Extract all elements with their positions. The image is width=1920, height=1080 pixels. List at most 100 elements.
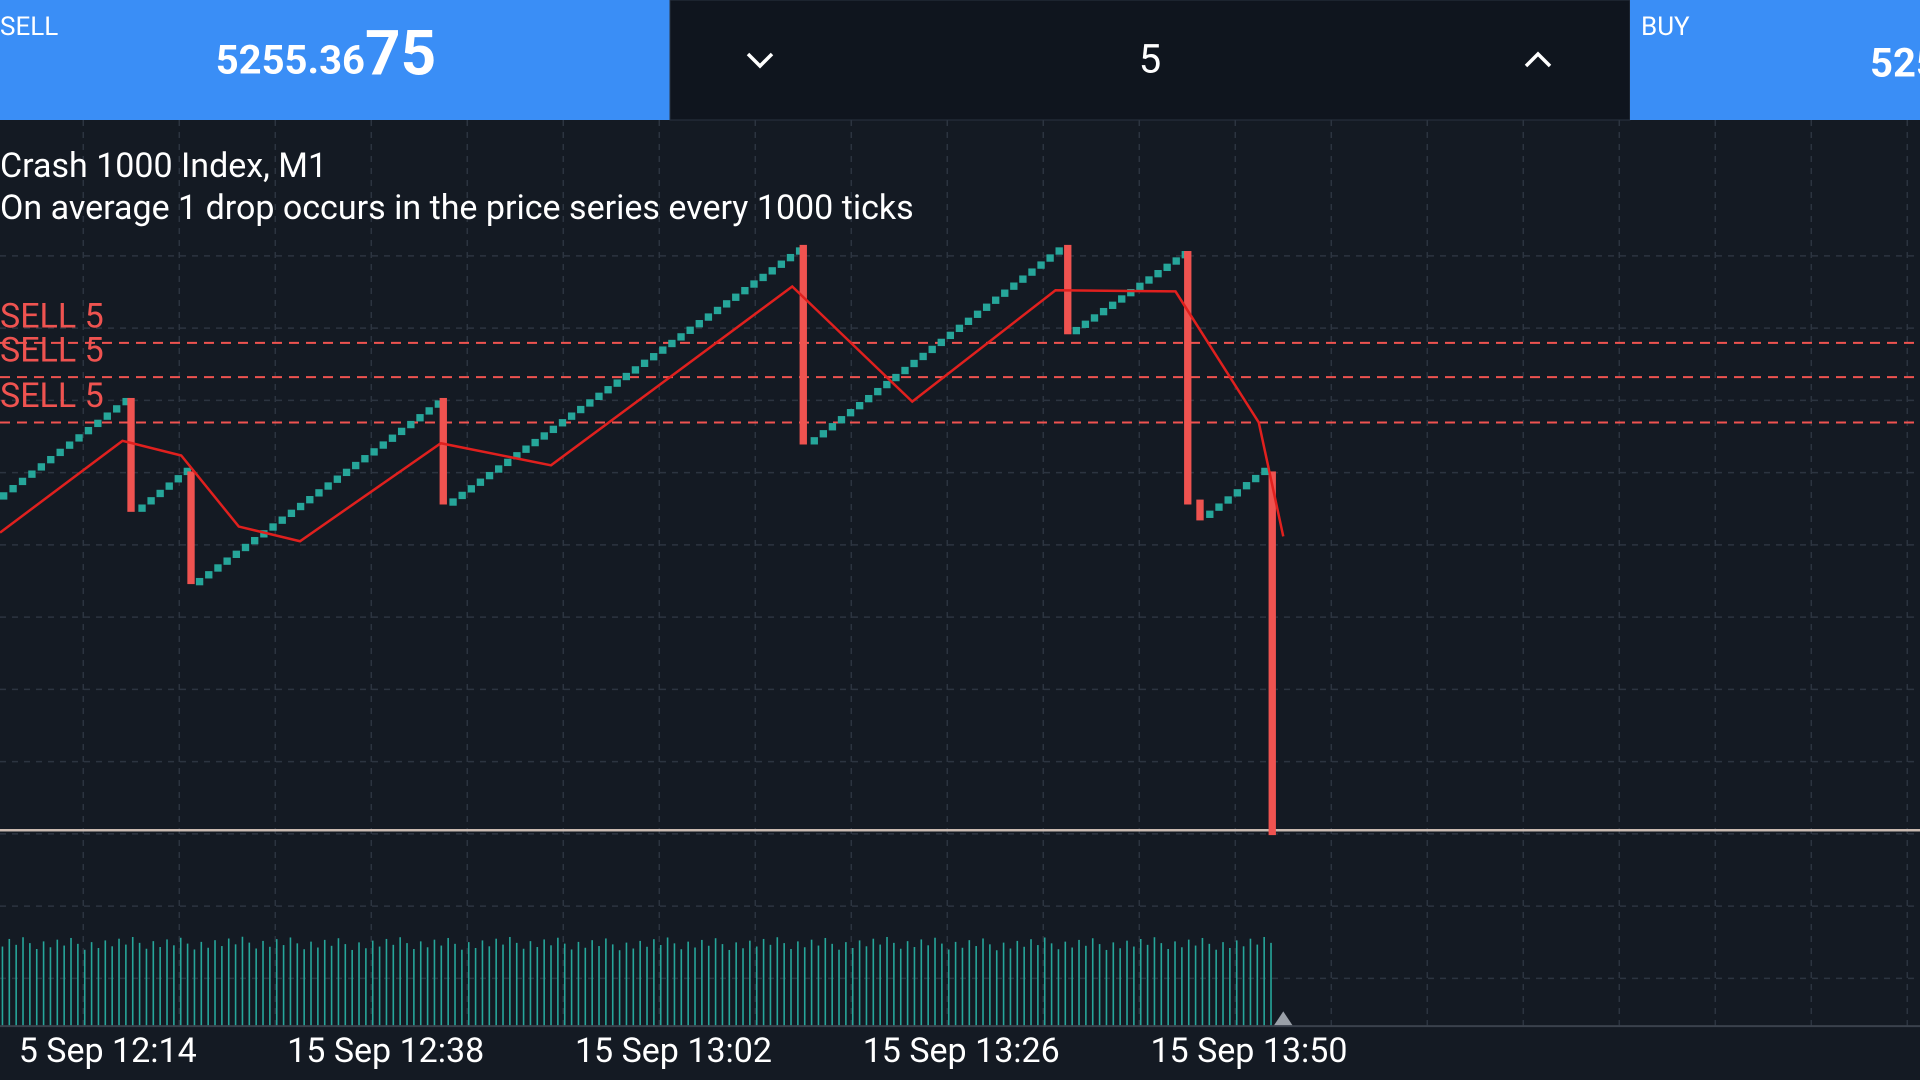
candle-up — [650, 353, 658, 361]
candle-up — [937, 338, 945, 347]
candle-up — [476, 478, 485, 486]
candle-up — [695, 320, 703, 328]
candle-up — [892, 373, 900, 382]
candle-up — [1206, 510, 1214, 518]
candle-up — [28, 470, 36, 478]
candle-up — [504, 458, 512, 467]
candle-up — [531, 438, 539, 447]
candle-up — [75, 434, 83, 442]
candle-up — [458, 491, 466, 500]
candle-up — [174, 475, 182, 483]
candle-up — [846, 409, 855, 417]
candle-up — [9, 484, 17, 493]
candle-up — [1154, 270, 1162, 278]
candle-up — [352, 461, 360, 470]
order-label: SELL 5 — [0, 296, 104, 336]
candle-up — [883, 380, 891, 389]
candle-down — [1184, 251, 1192, 505]
candle-down — [439, 397, 447, 505]
candle-up — [865, 394, 873, 403]
candle-up — [0, 492, 8, 500]
candle-up — [1037, 261, 1045, 269]
candle-up — [640, 359, 649, 367]
candle-up — [577, 405, 585, 414]
candle-up — [919, 352, 927, 361]
candle-up — [214, 564, 222, 572]
candle-up — [1233, 489, 1242, 497]
candle-up — [595, 392, 603, 401]
sell-button[interactable] — [0, 0, 670, 120]
candle-up — [964, 317, 973, 325]
candle-up — [540, 432, 548, 440]
grid — [0, 120, 1920, 1026]
candle-up — [1242, 482, 1251, 490]
candle-up — [449, 498, 457, 506]
candle-up — [47, 455, 55, 464]
candle-up — [467, 485, 475, 493]
candle-up — [388, 434, 397, 442]
current-marker — [1273, 1011, 1294, 1027]
candle-up — [768, 267, 776, 275]
candle-up — [732, 293, 740, 301]
candle-up — [741, 286, 749, 295]
candle-up — [1108, 301, 1117, 309]
candle-up — [56, 448, 64, 457]
candle-up — [604, 386, 612, 394]
candle-up — [287, 509, 296, 518]
candle-up — [232, 550, 240, 558]
sell-label: SELL — [0, 12, 58, 42]
candle-up — [122, 397, 130, 406]
candle-up — [668, 339, 676, 348]
candle-up — [750, 280, 758, 288]
time-label: 15 Sep 13:02 — [575, 1031, 772, 1071]
candle-down — [1196, 499, 1204, 521]
candle-up — [251, 536, 259, 545]
candle-up — [901, 366, 909, 375]
candle-up — [1001, 289, 1009, 297]
candle-up — [18, 477, 27, 486]
candle-up — [973, 310, 982, 318]
candle-up — [522, 445, 530, 453]
candle-up — [397, 427, 406, 436]
candle-up — [147, 497, 155, 505]
lot-value[interactable]: 5 — [1139, 36, 1161, 83]
candle-up — [37, 463, 46, 471]
candle-up — [342, 468, 351, 477]
candle-up — [485, 471, 494, 480]
candle-up — [513, 452, 521, 460]
candle-up — [361, 455, 369, 463]
candle-up — [686, 326, 694, 334]
order-label: SELL 5 — [0, 376, 104, 416]
candle-up — [1136, 282, 1144, 290]
candle-up — [928, 345, 936, 354]
moving-average — [0, 284, 1285, 543]
candle-up — [494, 465, 503, 473]
candle-up — [434, 400, 443, 408]
lot-panel — [669, 0, 1631, 121]
buy-label: BUY — [1641, 12, 1690, 42]
candle-up — [1055, 247, 1063, 255]
candle-up — [910, 359, 918, 368]
candle-up — [65, 441, 74, 449]
candle-up — [810, 437, 818, 445]
candle-up — [379, 441, 387, 449]
candle-up — [713, 306, 722, 315]
candle-up — [946, 331, 955, 340]
candle-up — [269, 523, 277, 531]
candle-up — [874, 387, 882, 396]
decrease-button[interactable] — [746, 52, 774, 69]
candle-up — [855, 401, 864, 410]
buy-button[interactable] — [1630, 0, 1920, 120]
candle-up — [103, 412, 111, 420]
time-label: 15 Sep 12:38 — [287, 1031, 484, 1071]
buy-price: 525 — [1870, 40, 1920, 87]
candle-up — [777, 260, 786, 268]
candle-up — [183, 467, 192, 476]
sell-price-big: 75 — [365, 17, 436, 90]
candle-up — [1046, 254, 1054, 262]
increase-button[interactable] — [1524, 51, 1552, 68]
